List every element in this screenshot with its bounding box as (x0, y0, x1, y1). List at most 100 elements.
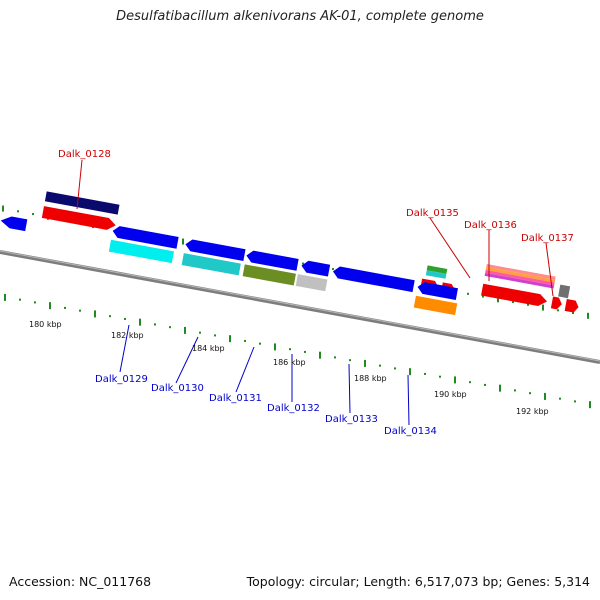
minor-tick (289, 348, 291, 351)
minor-tick (64, 306, 66, 309)
map-title: Desulfatibacillum alkenivorans AK-01, co… (116, 9, 484, 24)
major-tick (182, 238, 184, 245)
major-tick (139, 318, 141, 326)
gene-green[interactable] (426, 265, 448, 274)
label-dalk-0132[interactable]: Dalk_0132 (267, 403, 320, 414)
label-dalk-0135[interactable]: Dalk_0135 (406, 208, 459, 219)
scale-label-182: 182 kbp (111, 331, 144, 340)
gene-dalk-0133[interactable] (332, 265, 415, 293)
major-tick (454, 376, 456, 384)
minor-tick (19, 298, 21, 301)
minor-tick (334, 356, 336, 359)
backbone-line (0, 250, 600, 364)
minor-tick (169, 326, 171, 329)
major-tick (274, 343, 276, 351)
minor-tick (572, 312, 574, 315)
major-tick (589, 401, 591, 409)
minor-tick (302, 262, 304, 265)
label-dalk-0130[interactable]: Dalk_0130 (151, 383, 204, 394)
gene-left-blue[interactable] (0, 215, 28, 232)
major-tick (587, 312, 589, 319)
gene-blue-184[interactable] (184, 238, 246, 262)
major-tick (499, 384, 501, 392)
minor-tick (214, 334, 216, 337)
reverse-strand-genes (0, 215, 458, 316)
reverse-gene-labels: Dalk_0129 Dalk_0130 Dalk_0131 Dalk_0132 … (95, 374, 437, 437)
major-tick (184, 326, 186, 334)
scale-labels: 180 kbp 182 kbp 184 kbp 186 kbp 188 kbp … (29, 320, 549, 416)
label-dalk-0131[interactable]: Dalk_0131 (209, 393, 262, 404)
gene-stripe-1[interactable] (486, 264, 556, 280)
minor-tick (557, 309, 559, 312)
forward-label-lines (76, 159, 554, 297)
gene-stripe-4[interactable] (484, 272, 555, 289)
gene-cyan-small[interactable] (425, 270, 447, 279)
major-tick (319, 351, 321, 359)
scale-label-188: 188 kbp (354, 374, 387, 383)
gene-dalk-0130[interactable] (181, 253, 241, 276)
minor-tick (349, 359, 351, 362)
gene-dalk-0131[interactable] (242, 264, 296, 286)
minor-tick (574, 400, 576, 403)
scale-label-190: 190 kbp (434, 390, 467, 399)
major-tick (4, 293, 6, 301)
accession-text: Accession: NC_011768 (9, 574, 152, 589)
label-dalk-0129[interactable]: Dalk_0129 (95, 374, 148, 385)
major-tick (544, 392, 546, 400)
major-tick (409, 368, 411, 376)
minor-tick (109, 315, 111, 318)
minor-tick (484, 383, 486, 386)
scale-label-192: 192 kbp (516, 407, 549, 416)
gene-dalk-0129[interactable] (108, 239, 174, 264)
reverse-label-lines (119, 324, 410, 426)
minor-tick (482, 295, 484, 298)
major-tick (49, 302, 51, 310)
label-dalk-0128[interactable]: Dalk_0128 (58, 149, 111, 160)
minor-tick (32, 213, 34, 216)
label-dalk-0136[interactable]: Dalk_0136 (464, 220, 517, 231)
gene-red-small-a[interactable] (550, 296, 563, 311)
genome-stats-text: Topology: circular; Length: 6,517,073 bp… (246, 574, 590, 589)
label-dalk-0137[interactable]: Dalk_0137 (521, 233, 574, 244)
minor-tick (332, 268, 334, 271)
minor-tick (124, 317, 126, 320)
gene-blue-185[interactable] (245, 250, 299, 271)
scale-label-180: 180 kbp (29, 320, 62, 329)
minor-tick (469, 381, 471, 384)
minor-tick (559, 397, 561, 400)
label-dalk-0134[interactable]: Dalk_0134 (384, 426, 437, 437)
backbone-highlight (0, 250, 600, 362)
major-tick (94, 310, 96, 318)
gene-dalk-0137[interactable] (481, 283, 548, 308)
inner-tick-track (4, 293, 591, 409)
minor-tick (394, 367, 396, 370)
major-tick (542, 304, 544, 311)
scale-label-186: 186 kbp (273, 358, 306, 367)
gene-blue-182[interactable] (112, 225, 179, 249)
gene-dalk-0132[interactable] (295, 274, 328, 292)
gene-stripe-2[interactable] (485, 266, 556, 283)
major-tick (497, 296, 499, 303)
major-tick (229, 335, 231, 343)
gene-blue-186[interactable] (300, 260, 331, 277)
minor-tick (34, 301, 36, 304)
minor-tick (529, 392, 531, 395)
minor-tick (199, 331, 201, 334)
gene-dalk-0134[interactable] (413, 295, 458, 316)
gene-dalk-0128[interactable] (41, 206, 117, 231)
gene-blue-189[interactable] (416, 281, 458, 301)
forward-gene-labels: Dalk_0128 Dalk_0135 Dalk_0136 Dalk_0137 (58, 149, 574, 244)
minor-tick (514, 389, 516, 392)
minor-tick (154, 323, 156, 326)
gene-grey-end[interactable] (558, 284, 571, 299)
minor-tick (512, 301, 514, 304)
gene-navy[interactable] (44, 191, 120, 215)
major-tick (2, 205, 4, 212)
gene-stripe-3[interactable] (485, 269, 555, 286)
minor-tick (304, 350, 306, 353)
gene-red-small-b[interactable] (564, 299, 580, 313)
label-dalk-0133[interactable]: Dalk_0133 (325, 414, 378, 425)
minor-tick (379, 364, 381, 367)
minor-tick (244, 339, 246, 342)
